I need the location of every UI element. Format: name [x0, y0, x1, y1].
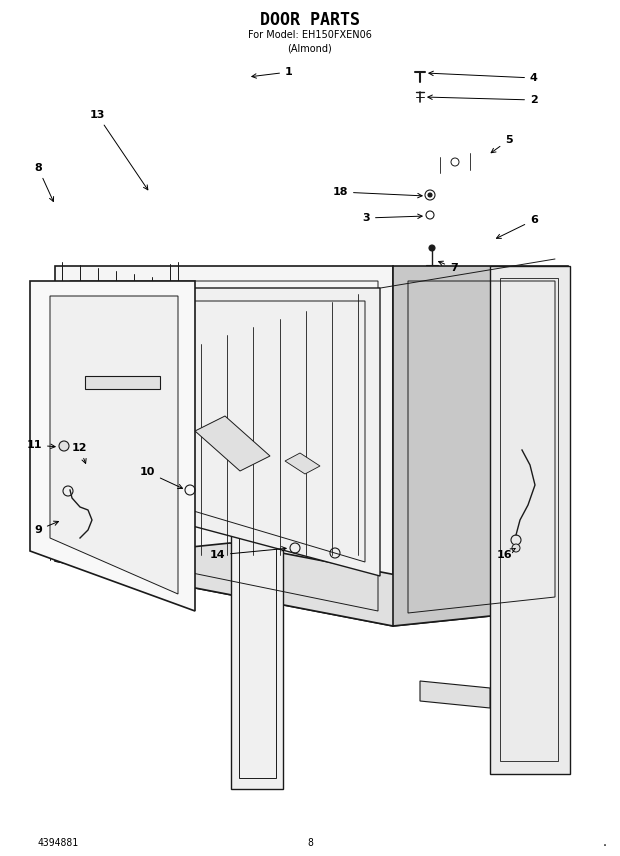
Text: 8: 8	[307, 838, 313, 848]
Text: 3: 3	[362, 213, 422, 223]
Text: .: .	[602, 838, 608, 848]
Text: 1: 1	[252, 67, 293, 78]
Polygon shape	[30, 281, 195, 611]
Text: 5: 5	[491, 135, 513, 152]
Text: 13: 13	[90, 110, 148, 190]
Text: DOOR PARTS: DOOR PARTS	[260, 11, 360, 29]
Text: 2: 2	[428, 95, 538, 105]
Text: 9: 9	[34, 521, 58, 535]
Text: eReplacementParts.com: eReplacementParts.com	[242, 425, 378, 435]
Polygon shape	[55, 266, 393, 626]
Polygon shape	[155, 288, 380, 576]
Circle shape	[428, 193, 432, 197]
Text: 10: 10	[140, 467, 182, 489]
Circle shape	[59, 441, 69, 451]
Polygon shape	[490, 266, 570, 774]
Text: 7: 7	[438, 261, 458, 273]
Circle shape	[512, 544, 520, 552]
Text: 16: 16	[497, 549, 515, 560]
Polygon shape	[393, 266, 568, 626]
Polygon shape	[231, 526, 283, 789]
Polygon shape	[420, 681, 490, 708]
Text: (Almond): (Almond)	[288, 43, 332, 53]
Text: For Model: EH150FXEN06: For Model: EH150FXEN06	[248, 30, 372, 40]
Text: 6: 6	[497, 215, 538, 238]
Text: 4: 4	[429, 71, 538, 83]
Polygon shape	[85, 376, 160, 389]
Polygon shape	[55, 543, 568, 626]
Text: 4394881: 4394881	[38, 838, 79, 848]
Polygon shape	[195, 416, 270, 471]
Circle shape	[429, 245, 435, 251]
Polygon shape	[285, 453, 320, 474]
Text: 8: 8	[34, 163, 53, 201]
Polygon shape	[50, 296, 178, 594]
Text: 14: 14	[210, 547, 286, 560]
Text: 12: 12	[72, 443, 87, 463]
Text: 18: 18	[332, 187, 422, 198]
Text: 11: 11	[27, 440, 55, 450]
